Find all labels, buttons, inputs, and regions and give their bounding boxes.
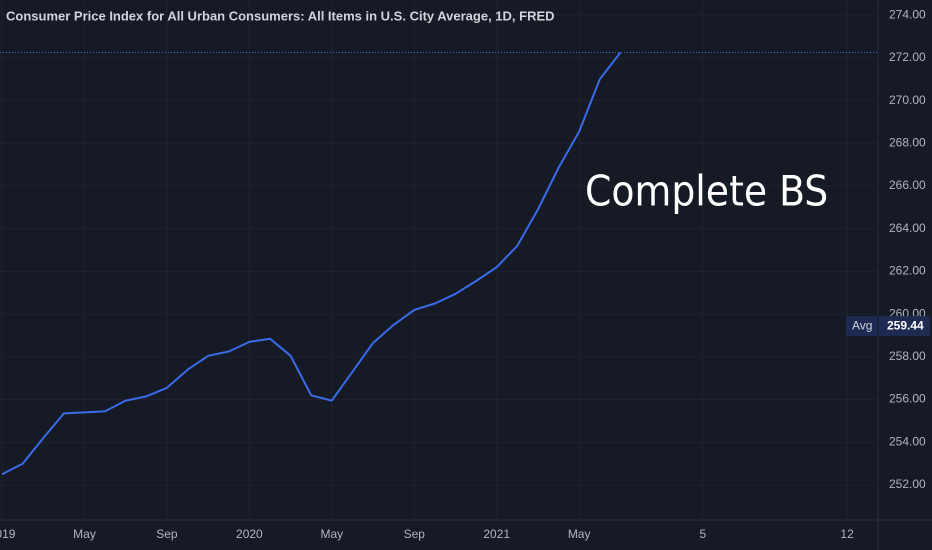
x-tick-label: 2021 <box>483 527 510 541</box>
x-tick-label: 2020 <box>236 527 263 541</box>
price-line <box>1 51 622 476</box>
y-tick-label: 274.00 <box>889 7 926 21</box>
y-tick-label: 266.00 <box>889 178 926 192</box>
y-tick-label: 254.00 <box>889 434 926 448</box>
avg-value: 259.44 <box>887 318 924 332</box>
y-tick-label: 272.00 <box>889 50 926 64</box>
x-tick-label: Sep <box>156 527 178 541</box>
y-tick-label: 268.00 <box>889 135 926 149</box>
chart-title: Consumer Price Index for All Urban Consu… <box>6 8 555 23</box>
y-tick-label: 262.00 <box>889 264 926 278</box>
y-tick-label: 252.00 <box>889 477 926 491</box>
y-tick-label: 256.00 <box>889 392 926 406</box>
y-tick-label: 270.00 <box>889 93 926 107</box>
annotation: Complete BS <box>585 167 828 216</box>
x-tick-label: 5 <box>699 527 706 541</box>
x-tick-label: 2019 <box>0 527 16 541</box>
avg-box <box>846 316 930 337</box>
y-tick-label: 264.00 <box>889 221 926 235</box>
x-tick-label: Sep <box>404 527 426 541</box>
x-tick-label: 12 <box>840 527 854 541</box>
avg-label: Avg <box>852 318 872 332</box>
y-tick-label: 258.00 <box>889 349 926 363</box>
x-tick-label: May <box>320 527 343 541</box>
x-tick-label: May <box>73 527 96 541</box>
x-tick-label: May <box>568 527 591 541</box>
